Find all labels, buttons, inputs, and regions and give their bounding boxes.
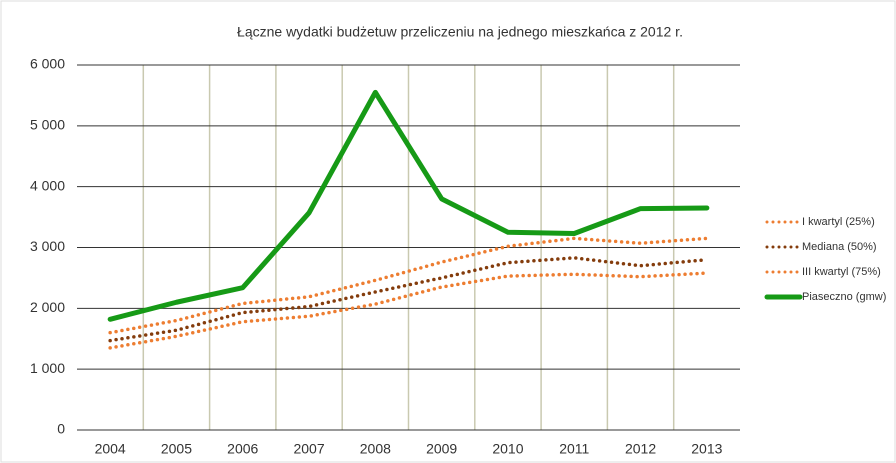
y-tick-label: 2 000 [30, 299, 65, 315]
x-tick-label: 2007 [293, 441, 324, 457]
chart-title: Łączne wydatki budżetuw przeliczeniu na … [237, 24, 683, 40]
x-tick-label: 2008 [360, 441, 391, 457]
y-tick-label: 4 000 [30, 177, 65, 193]
series-line [108, 256, 709, 343]
x-tick-label: 2006 [227, 441, 258, 457]
series-line [107, 89, 710, 322]
y-tick-label: 5 000 [30, 117, 65, 133]
legend-label: III kwartyl (75%) [802, 266, 881, 278]
x-tick-label: 2013 [691, 441, 722, 457]
x-tick-label: 2005 [161, 441, 192, 457]
legend-label: I kwartyl (25%) [802, 216, 875, 228]
x-tick-label: 2009 [426, 441, 457, 457]
legend-label: Mediana (50%) [802, 241, 877, 253]
x-tick-label: 2012 [625, 441, 656, 457]
legend-label: Piaseczno (gmw) [802, 291, 886, 303]
y-tick-label: 3 000 [30, 238, 65, 254]
series-line [108, 236, 709, 335]
series-line [108, 271, 709, 350]
x-tick-label: 2011 [559, 441, 589, 457]
x-tick-label: 2004 [95, 441, 126, 457]
x-tick-label: 2010 [492, 441, 523, 457]
y-tick-label: 1 000 [30, 360, 65, 376]
y-tick-label: 0 [57, 421, 65, 437]
y-tick-label: 6 000 [30, 56, 65, 72]
